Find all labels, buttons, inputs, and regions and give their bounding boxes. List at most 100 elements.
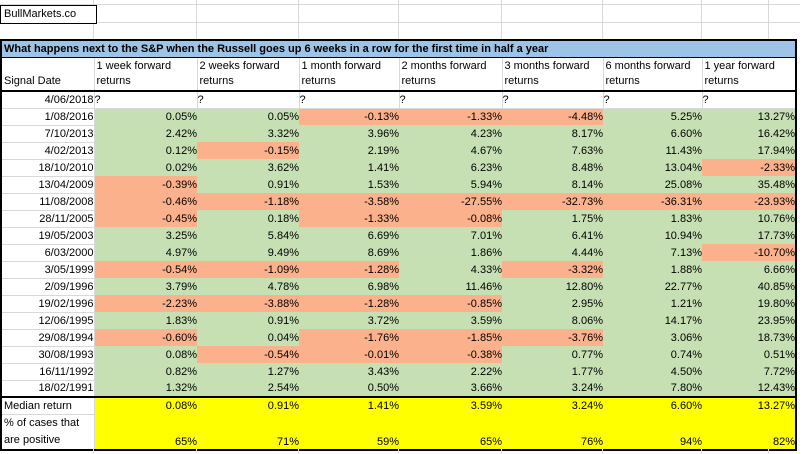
column-header[interactable]: 6 months forward returns	[603, 57, 703, 92]
percent-positive-value-cell[interactable]: 71%	[197, 414, 299, 450]
return-cell[interactable]: 6.98%	[299, 278, 399, 295]
return-cell[interactable]: 1.83%	[94, 312, 197, 329]
return-cell[interactable]: -23.93%	[702, 193, 797, 210]
return-cell[interactable]: -3.58%	[299, 193, 399, 210]
return-cell[interactable]: 8.17%	[502, 125, 603, 142]
return-cell[interactable]: 4.78%	[197, 278, 299, 295]
return-cell[interactable]: 1.21%	[603, 295, 702, 312]
return-cell[interactable]: -1.28%	[299, 295, 399, 312]
return-cell[interactable]: 1.53%	[299, 176, 399, 193]
return-cell[interactable]: -4.48%	[502, 108, 603, 125]
median-value-cell[interactable]: 0.91%	[197, 397, 299, 414]
return-cell[interactable]: 13.04%	[603, 159, 702, 176]
return-cell[interactable]: 4.97%	[94, 244, 197, 261]
return-cell[interactable]: -0.39%	[94, 176, 197, 193]
signal-date-cell[interactable]: 13/04/2009	[1, 176, 95, 194]
median-value-cell[interactable]: 3.24%	[502, 397, 603, 414]
return-cell[interactable]: 0.04%	[197, 329, 299, 346]
column-header[interactable]: 2 months forward returns	[399, 57, 503, 92]
return-cell[interactable]: 22.77%	[603, 278, 702, 295]
return-cell[interactable]: 3.06%	[603, 329, 702, 346]
percent-positive-value-cell[interactable]: 94%	[603, 414, 702, 450]
column-header[interactable]: 1 year forward returns	[702, 57, 797, 92]
return-cell[interactable]: 3.72%	[299, 312, 399, 329]
return-cell[interactable]: 12.80%	[502, 278, 603, 295]
median-value-cell[interactable]: 0.08%	[94, 397, 197, 414]
column-header[interactable]: 3 months forward returns	[502, 57, 604, 92]
brand-cell[interactable]: BullMarkets.co	[0, 5, 97, 24]
return-cell[interactable]: 7.13%	[603, 244, 702, 261]
return-cell[interactable]: 1.41%	[299, 159, 399, 176]
signal-date-cell[interactable]: 3/05/1999	[1, 261, 95, 279]
return-cell[interactable]: 8.14%	[502, 176, 603, 193]
return-cell[interactable]: 0.18%	[197, 210, 299, 227]
return-cell[interactable]: 25.08%	[603, 176, 702, 193]
signal-date-cell[interactable]: 29/08/1994	[1, 329, 95, 347]
return-cell[interactable]: -2.23%	[94, 295, 197, 312]
signal-date-cell[interactable]: 19/02/1996	[1, 295, 95, 313]
return-cell[interactable]: 1.32%	[94, 380, 197, 398]
return-cell[interactable]: 8.69%	[299, 244, 399, 261]
return-cell[interactable]: 0.05%	[94, 108, 197, 125]
return-cell[interactable]: -3.32%	[502, 261, 603, 278]
return-cell[interactable]: -0.85%	[399, 295, 502, 312]
signal-date-cell[interactable]: 12/06/1995	[1, 312, 95, 330]
return-cell[interactable]: 0.82%	[94, 363, 197, 380]
return-cell[interactable]: 3.59%	[399, 312, 502, 329]
return-cell[interactable]: 4.44%	[502, 244, 603, 261]
return-cell[interactable]: 0.12%	[94, 142, 197, 159]
return-cell[interactable]: -3.88%	[197, 295, 299, 312]
return-cell[interactable]: 0.91%	[197, 312, 299, 329]
return-cell[interactable]: -1.28%	[299, 261, 399, 278]
return-cell[interactable]: -0.01%	[299, 346, 399, 363]
signal-date-cell[interactable]: 18/02/1991	[1, 380, 95, 398]
return-cell[interactable]: 19.80%	[702, 295, 797, 312]
return-cell[interactable]: -1.09%	[197, 261, 299, 278]
return-cell[interactable]: -27.55%	[399, 193, 502, 210]
return-cell[interactable]: 2.95%	[502, 295, 603, 312]
return-cell[interactable]: 10.94%	[603, 227, 702, 244]
median-value-cell[interactable]: 13.27%	[702, 397, 797, 414]
signal-date-cell[interactable]: 7/10/2013	[1, 125, 95, 143]
return-cell[interactable]: 0.51%	[702, 346, 797, 363]
return-cell[interactable]: -0.13%	[299, 108, 399, 125]
return-cell[interactable]: -1.85%	[399, 329, 502, 346]
return-cell[interactable]: 0.02%	[94, 159, 197, 176]
return-cell[interactable]: 4.67%	[399, 142, 502, 159]
return-cell[interactable]: -36.31%	[603, 193, 702, 210]
table-title[interactable]: What happens next to the S&P when the Ru…	[1, 40, 797, 58]
return-cell[interactable]: 7.63%	[502, 142, 603, 159]
return-cell[interactable]: 3.32%	[197, 125, 299, 142]
return-cell[interactable]: 0.91%	[197, 176, 299, 193]
return-cell[interactable]: ?	[94, 91, 198, 109]
median-value-cell[interactable]: 1.41%	[299, 397, 399, 414]
return-cell[interactable]: 3.24%	[502, 380, 603, 398]
return-cell[interactable]: 3.25%	[94, 227, 197, 244]
return-cell[interactable]: 35.48%	[702, 176, 797, 193]
return-cell[interactable]: ?	[399, 91, 503, 109]
return-cell[interactable]: ?	[603, 91, 703, 109]
column-header[interactable]: Signal Date	[1, 57, 95, 92]
return-cell[interactable]: 0.74%	[603, 346, 702, 363]
signal-date-cell[interactable]: 18/10/2010	[1, 159, 95, 177]
return-cell[interactable]: -1.76%	[299, 329, 399, 346]
median-value-cell[interactable]: 6.60%	[603, 397, 702, 414]
percent-positive-value-cell[interactable]: 65%	[399, 414, 502, 450]
return-cell[interactable]: 1.86%	[399, 244, 502, 261]
return-cell[interactable]: ?	[197, 91, 300, 109]
return-cell[interactable]: 5.84%	[197, 227, 299, 244]
return-cell[interactable]: 8.48%	[502, 159, 603, 176]
return-cell[interactable]: ?	[299, 91, 400, 109]
return-cell[interactable]: 7.80%	[603, 380, 702, 398]
return-cell[interactable]: 12.43%	[702, 380, 797, 398]
percent-positive-value-cell[interactable]: 76%	[502, 414, 603, 450]
column-header[interactable]: 1 week forward returns	[94, 57, 198, 92]
return-cell[interactable]: 13.27%	[702, 108, 797, 125]
return-cell[interactable]: ?	[702, 91, 797, 109]
return-cell[interactable]: -10.70%	[702, 244, 797, 261]
return-cell[interactable]: 8.06%	[502, 312, 603, 329]
return-cell[interactable]: 2.54%	[197, 380, 299, 398]
column-header[interactable]: 2 weeks forward returns	[197, 57, 300, 92]
return-cell[interactable]: 2.19%	[299, 142, 399, 159]
return-cell[interactable]: 16.42%	[702, 125, 797, 142]
